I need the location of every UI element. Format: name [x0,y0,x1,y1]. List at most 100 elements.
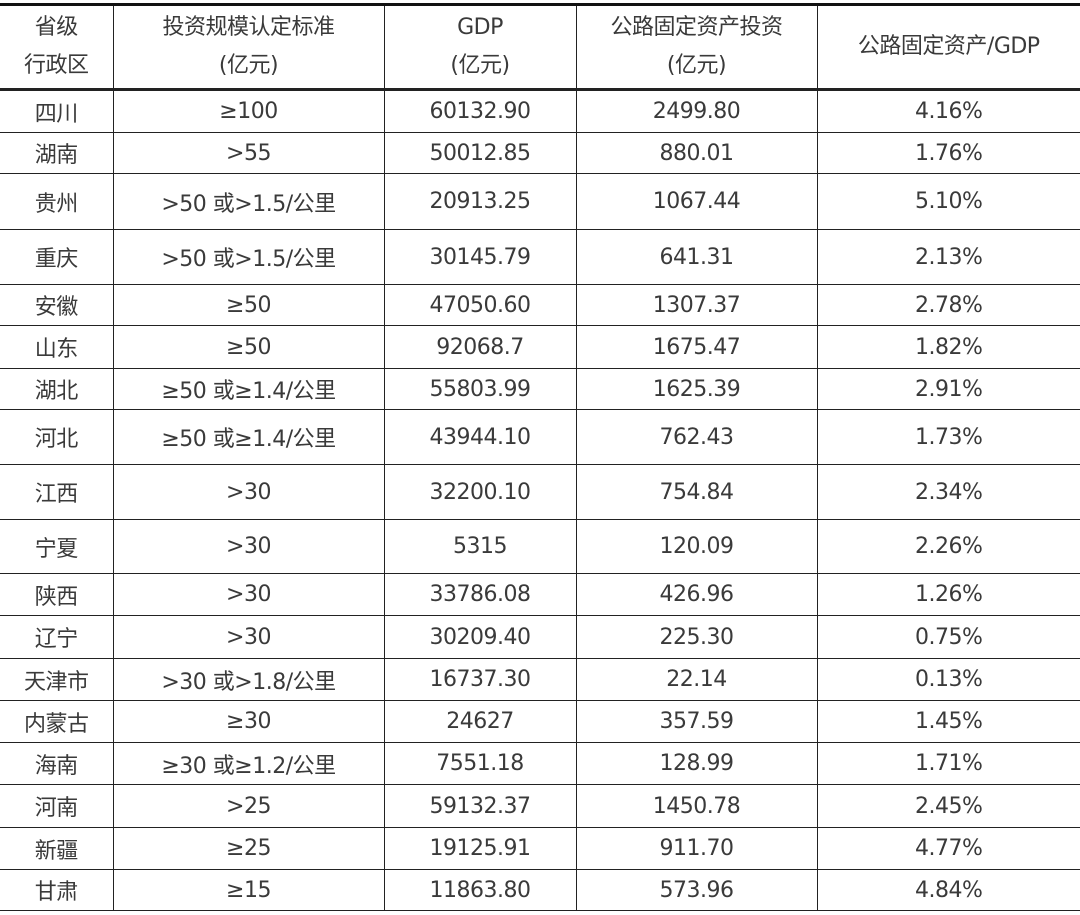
cell-standard: ≥25 [113,828,384,870]
cell-gdp: 55803.99 [384,369,576,410]
cell-highway-investment: 357.59 [576,701,817,743]
cell-standard: >25 [113,785,384,828]
cell-highway-investment: 762.43 [576,410,817,465]
cell-gdp: 32200.10 [384,465,576,520]
cell-ratio: 5.10% [817,174,1080,230]
cell-highway-investment: 128.99 [576,743,817,785]
cell-ratio: 0.75% [817,616,1080,659]
header-line2: (亿元) [577,47,817,85]
cell-standard: >30 [113,574,384,616]
header-line1: GDP [385,9,576,47]
cell-province: 天津市 [0,659,113,701]
cell-gdp: 7551.18 [384,743,576,785]
cell-highway-investment: 911.70 [576,828,817,870]
cell-highway-investment: 641.31 [576,230,817,285]
cell-ratio: 1.76% [817,133,1080,174]
header-line2: (亿元) [114,47,384,85]
cell-ratio: 1.82% [817,326,1080,369]
cell-gdp: 50012.85 [384,133,576,174]
cell-standard: ≥50 或≥1.4/公里 [113,410,384,465]
cell-ratio: 2.34% [817,465,1080,520]
cell-standard: >55 [113,133,384,174]
cell-province: 甘肃 [0,870,113,911]
cell-province: 新疆 [0,828,113,870]
cell-gdp: 59132.37 [384,785,576,828]
cell-gdp: 11863.80 [384,870,576,911]
cell-ratio: 4.84% [817,870,1080,911]
cell-gdp: 33786.08 [384,574,576,616]
cell-standard: ≥30 或≥1.2/公里 [113,743,384,785]
cell-province: 重庆 [0,230,113,285]
cell-province: 河南 [0,785,113,828]
investment-table: 省级行政区投资规模认定标准(亿元)GDP(亿元)公路固定资产投资(亿元)公路固定… [0,3,1080,911]
cell-standard: >30 或>1.8/公里 [113,659,384,701]
cell-province: 宁夏 [0,520,113,574]
cell-gdp: 60132.90 [384,90,576,133]
cell-ratio: 1.26% [817,574,1080,616]
cell-highway-investment: 225.30 [576,616,817,659]
header-line2: 行政区 [0,47,113,85]
cell-gdp: 19125.91 [384,828,576,870]
cell-province: 内蒙古 [0,701,113,743]
cell-standard: >30 [113,616,384,659]
cell-highway-investment: 1307.37 [576,285,817,326]
cell-province: 贵州 [0,174,113,230]
cell-ratio: 2.45% [817,785,1080,828]
cell-gdp: 30209.40 [384,616,576,659]
cell-highway-investment: 120.09 [576,520,817,574]
header-line1: 投资规模认定标准 [114,9,384,47]
cell-highway-investment: 880.01 [576,133,817,174]
header-line1: 公路固定资产/GDP [818,28,1080,66]
cell-province: 海南 [0,743,113,785]
cell-highway-investment: 1625.39 [576,369,817,410]
cell-highway-investment: 754.84 [576,465,817,520]
cell-ratio: 1.73% [817,410,1080,465]
cell-highway-investment: 22.14 [576,659,817,701]
cell-gdp: 24627 [384,701,576,743]
cell-standard: >30 [113,520,384,574]
cell-gdp: 20913.25 [384,174,576,230]
cell-highway-investment: 1067.44 [576,174,817,230]
header-ratio: 公路固定资产/GDP [817,5,1080,90]
cell-ratio: 0.13% [817,659,1080,701]
cell-gdp: 92068.7 [384,326,576,369]
cell-highway-investment: 1675.47 [576,326,817,369]
cell-province: 河北 [0,410,113,465]
cell-province: 四川 [0,90,113,133]
cell-standard: >50 或>1.5/公里 [113,174,384,230]
cell-ratio: 4.16% [817,90,1080,133]
cell-standard: ≥50 [113,326,384,369]
cell-ratio: 2.91% [817,369,1080,410]
cell-standard: ≥50 [113,285,384,326]
cell-province: 湖南 [0,133,113,174]
cell-highway-investment: 573.96 [576,870,817,911]
cell-standard: >50 或>1.5/公里 [113,230,384,285]
header-highway-investment: 公路固定资产投资(亿元) [576,5,817,90]
cell-gdp: 47050.60 [384,285,576,326]
cell-ratio: 1.45% [817,701,1080,743]
cell-province: 湖北 [0,369,113,410]
cell-standard: ≥100 [113,90,384,133]
cell-highway-investment: 1450.78 [576,785,817,828]
header-row: 省级行政区投资规模认定标准(亿元)GDP(亿元)公路固定资产投资(亿元)公路固定… [0,5,1080,90]
cell-standard: ≥15 [113,870,384,911]
cell-province: 陕西 [0,574,113,616]
cell-province: 安徽 [0,285,113,326]
header-standard: 投资规模认定标准(亿元) [113,5,384,90]
